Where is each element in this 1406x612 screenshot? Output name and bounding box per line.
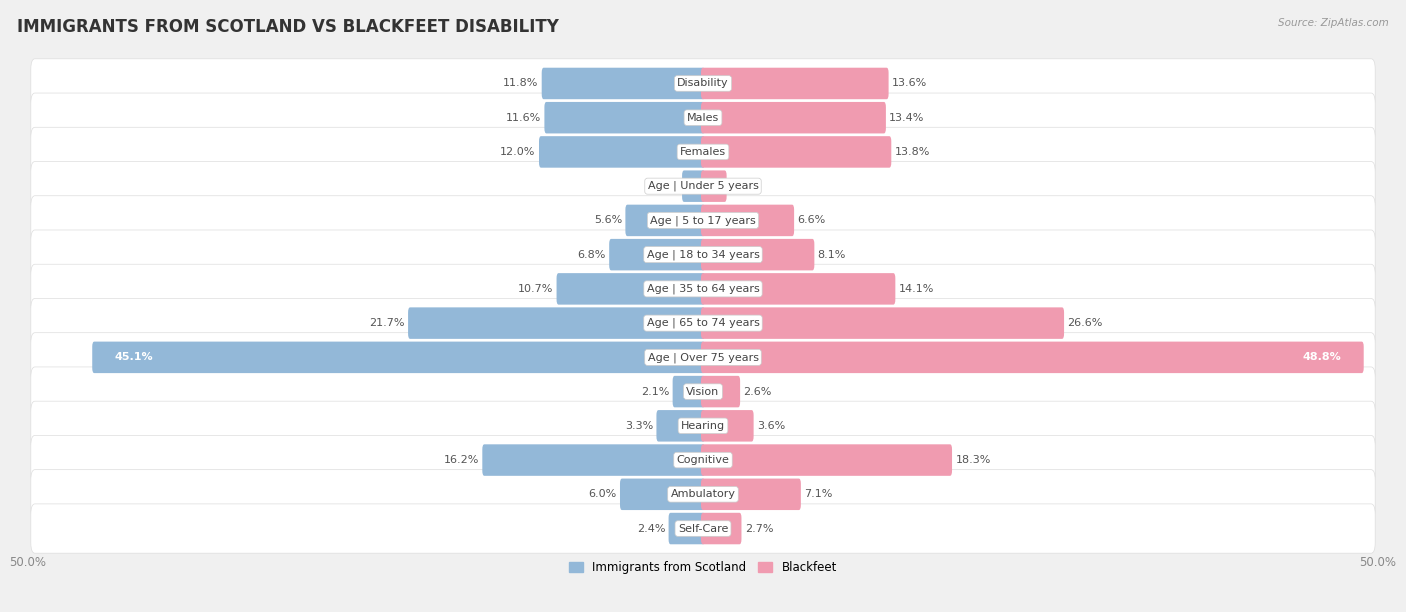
FancyBboxPatch shape — [31, 264, 1375, 313]
FancyBboxPatch shape — [626, 204, 704, 236]
Text: Females: Females — [681, 147, 725, 157]
Text: 2.1%: 2.1% — [641, 387, 669, 397]
FancyBboxPatch shape — [31, 367, 1375, 416]
FancyBboxPatch shape — [669, 513, 704, 544]
FancyBboxPatch shape — [541, 68, 704, 99]
FancyBboxPatch shape — [31, 401, 1375, 450]
Text: 6.0%: 6.0% — [588, 490, 617, 499]
FancyBboxPatch shape — [31, 504, 1375, 553]
Text: Ambulatory: Ambulatory — [671, 490, 735, 499]
FancyBboxPatch shape — [609, 239, 704, 271]
Text: Age | 18 to 34 years: Age | 18 to 34 years — [647, 250, 759, 260]
Text: Males: Males — [688, 113, 718, 122]
Text: Vision: Vision — [686, 387, 720, 397]
FancyBboxPatch shape — [31, 162, 1375, 211]
FancyBboxPatch shape — [702, 307, 1064, 339]
FancyBboxPatch shape — [702, 410, 754, 442]
Text: Age | Over 75 years: Age | Over 75 years — [648, 352, 758, 362]
Text: Age | 5 to 17 years: Age | 5 to 17 years — [650, 215, 756, 226]
Text: Self-Care: Self-Care — [678, 523, 728, 534]
FancyBboxPatch shape — [657, 410, 704, 442]
FancyBboxPatch shape — [702, 204, 794, 236]
FancyBboxPatch shape — [702, 170, 727, 202]
Text: Source: ZipAtlas.com: Source: ZipAtlas.com — [1278, 18, 1389, 28]
Text: Cognitive: Cognitive — [676, 455, 730, 465]
FancyBboxPatch shape — [31, 230, 1375, 279]
Text: Disability: Disability — [678, 78, 728, 89]
Text: 10.7%: 10.7% — [517, 284, 553, 294]
Text: 2.7%: 2.7% — [745, 523, 773, 534]
Text: 5.6%: 5.6% — [593, 215, 621, 225]
Text: Hearing: Hearing — [681, 421, 725, 431]
FancyBboxPatch shape — [702, 444, 952, 476]
FancyBboxPatch shape — [93, 341, 704, 373]
FancyBboxPatch shape — [31, 333, 1375, 382]
FancyBboxPatch shape — [702, 479, 801, 510]
FancyBboxPatch shape — [702, 136, 891, 168]
FancyBboxPatch shape — [544, 102, 704, 133]
FancyBboxPatch shape — [620, 479, 704, 510]
Text: 2.4%: 2.4% — [637, 523, 665, 534]
FancyBboxPatch shape — [702, 68, 889, 99]
Text: 7.1%: 7.1% — [804, 490, 832, 499]
Text: 14.1%: 14.1% — [898, 284, 934, 294]
Text: 48.8%: 48.8% — [1303, 353, 1341, 362]
Text: 13.4%: 13.4% — [889, 113, 925, 122]
FancyBboxPatch shape — [31, 435, 1375, 485]
Text: 6.8%: 6.8% — [578, 250, 606, 259]
Text: 26.6%: 26.6% — [1067, 318, 1102, 328]
Legend: Immigrants from Scotland, Blackfeet: Immigrants from Scotland, Blackfeet — [564, 557, 842, 579]
Text: 6.6%: 6.6% — [797, 215, 825, 225]
Text: 18.3%: 18.3% — [956, 455, 991, 465]
FancyBboxPatch shape — [702, 102, 886, 133]
Text: 2.6%: 2.6% — [744, 387, 772, 397]
FancyBboxPatch shape — [682, 170, 704, 202]
FancyBboxPatch shape — [702, 376, 740, 408]
Text: 11.8%: 11.8% — [503, 78, 538, 89]
FancyBboxPatch shape — [672, 376, 704, 408]
Text: 45.1%: 45.1% — [114, 353, 153, 362]
Text: 1.4%: 1.4% — [651, 181, 679, 191]
Text: Age | Under 5 years: Age | Under 5 years — [648, 181, 758, 192]
FancyBboxPatch shape — [702, 239, 814, 271]
Text: 8.1%: 8.1% — [818, 250, 846, 259]
Text: 12.0%: 12.0% — [501, 147, 536, 157]
FancyBboxPatch shape — [702, 273, 896, 305]
FancyBboxPatch shape — [538, 136, 704, 168]
FancyBboxPatch shape — [482, 444, 704, 476]
FancyBboxPatch shape — [557, 273, 704, 305]
Text: 11.6%: 11.6% — [506, 113, 541, 122]
FancyBboxPatch shape — [31, 299, 1375, 348]
Text: Age | 65 to 74 years: Age | 65 to 74 years — [647, 318, 759, 329]
FancyBboxPatch shape — [31, 127, 1375, 177]
Text: 21.7%: 21.7% — [370, 318, 405, 328]
Text: Age | 35 to 64 years: Age | 35 to 64 years — [647, 283, 759, 294]
FancyBboxPatch shape — [31, 59, 1375, 108]
FancyBboxPatch shape — [408, 307, 704, 339]
Text: 16.2%: 16.2% — [443, 455, 479, 465]
Text: 3.6%: 3.6% — [756, 421, 785, 431]
Text: 13.8%: 13.8% — [894, 147, 929, 157]
FancyBboxPatch shape — [31, 469, 1375, 519]
FancyBboxPatch shape — [31, 93, 1375, 143]
Text: IMMIGRANTS FROM SCOTLAND VS BLACKFEET DISABILITY: IMMIGRANTS FROM SCOTLAND VS BLACKFEET DI… — [17, 18, 558, 36]
Text: 3.3%: 3.3% — [624, 421, 652, 431]
FancyBboxPatch shape — [702, 341, 1364, 373]
FancyBboxPatch shape — [31, 196, 1375, 245]
FancyBboxPatch shape — [702, 513, 741, 544]
Text: 1.6%: 1.6% — [730, 181, 758, 191]
Text: 13.6%: 13.6% — [891, 78, 927, 89]
